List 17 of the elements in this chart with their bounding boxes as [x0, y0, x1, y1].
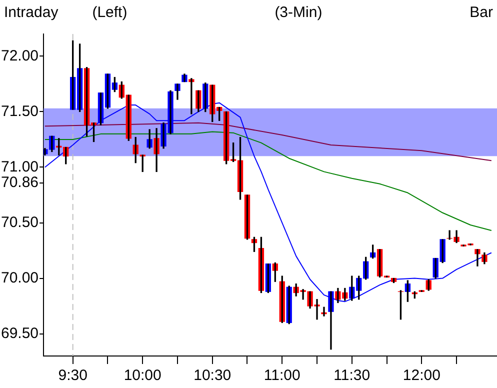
- y-tick-label: 71.50: [0, 102, 39, 120]
- y-tick-label: 71.00: [0, 158, 39, 176]
- y-tick-label: 70.50: [0, 214, 39, 231]
- x-tick-label: 10:00: [124, 367, 162, 384]
- y-tick-label: 70.00: [0, 269, 39, 286]
- text: (Left): [92, 4, 128, 20]
- x-tick-label: 11:30: [334, 367, 370, 384]
- text: Bar: [470, 4, 493, 20]
- x-tick-label: 9:30: [58, 367, 88, 384]
- y-tick-label: 72.00: [0, 47, 39, 64]
- x-tick-label: 12:00: [402, 367, 440, 384]
- x-tick-label: 11:00: [264, 367, 300, 384]
- y-tick-label: 69.50: [0, 324, 39, 342]
- x-tick-label: 10:30: [194, 367, 232, 384]
- y-tick-label: 70.86: [0, 174, 39, 191]
- text: Intraday: [4, 4, 58, 20]
- chart-title: (3-Min): [274, 4, 322, 20]
